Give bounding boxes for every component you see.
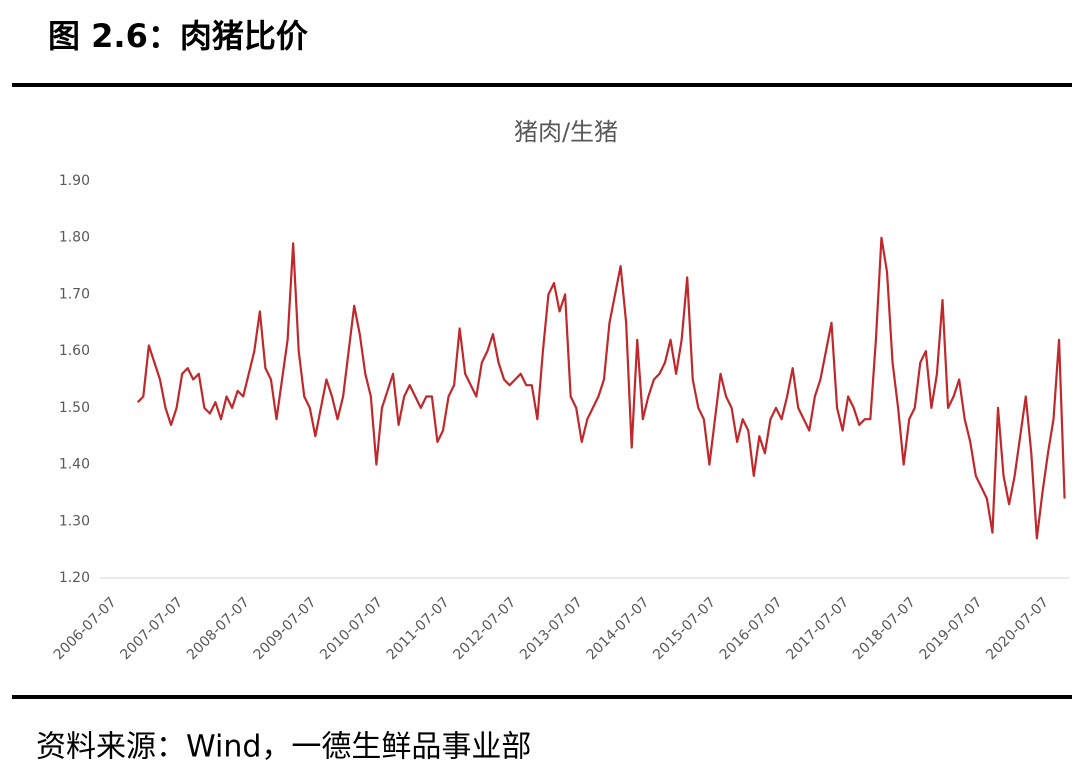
y-tick-label: 1.80 <box>59 230 90 246</box>
y-tick-label: 1.90 <box>59 173 90 189</box>
x-tick-label: 2007-07-07 <box>117 594 186 663</box>
x-tick-label: 2020-07-07 <box>983 594 1052 663</box>
bottom-rule <box>12 695 1072 699</box>
x-tick-label: 2018-07-07 <box>850 594 919 663</box>
x-tick-label: 2008-07-07 <box>184 594 253 663</box>
source-note: 资料来源：Wind，一德生鲜品事业部 <box>36 730 531 765</box>
y-tick-label: 1.60 <box>59 343 90 359</box>
x-tick-label: 2013-07-07 <box>517 594 586 663</box>
x-tick-label: 2010-07-07 <box>317 594 386 663</box>
y-tick-label: 1.70 <box>59 286 90 302</box>
data-line <box>136 236 1066 540</box>
y-tick-label: 1.40 <box>59 457 90 473</box>
x-tick-label: 2006-07-07 <box>51 594 120 663</box>
x-tick-label: 2009-07-07 <box>251 594 320 663</box>
figure-title: 图 2.6：肉猪比价 <box>48 17 308 55</box>
x-tick-label: 2014-07-07 <box>584 594 653 663</box>
top-rule <box>12 83 1072 87</box>
x-tick-label: 2012-07-07 <box>450 594 519 663</box>
y-tick-label: 1.50 <box>59 400 90 416</box>
x-tick-label: 2011-07-07 <box>384 594 453 663</box>
x-tick-label: 2016-07-07 <box>717 594 786 663</box>
y-tick-label: 1.30 <box>59 513 90 529</box>
y-tick-label: 1.20 <box>59 570 90 586</box>
x-tick-label: 2017-07-07 <box>783 594 852 663</box>
x-tick-label: 2015-07-07 <box>650 594 719 663</box>
chart-title: 猪肉/生猪 <box>514 118 618 146</box>
x-tick-label: 2019-07-07 <box>917 594 986 663</box>
